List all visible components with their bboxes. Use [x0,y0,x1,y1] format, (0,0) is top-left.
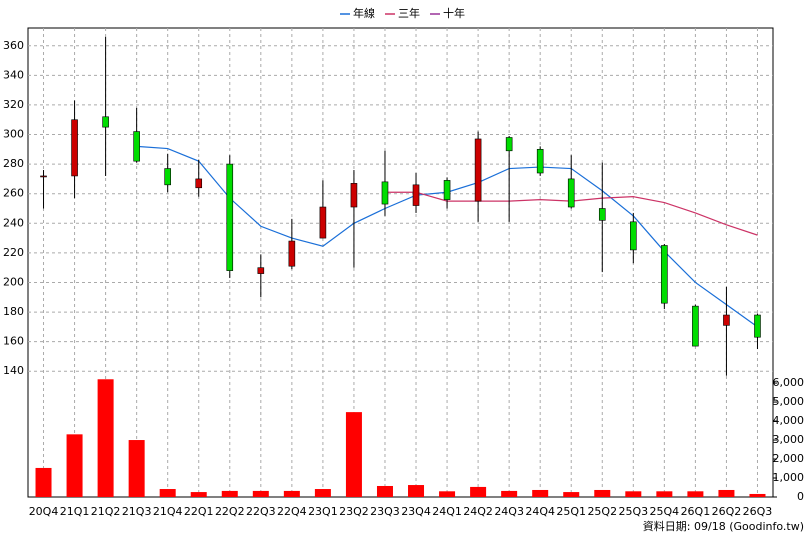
x-tick-label: 22Q4 [277,505,307,518]
x-tick-label: 25Q1 [556,505,586,518]
y-tick-label: 160 [3,335,24,348]
volume-bar [718,489,735,497]
candle-body [536,149,544,174]
y-tick-label: 340 [3,68,24,81]
volume-bar [625,491,642,497]
volume-bar [283,490,300,497]
candle-body [257,267,265,274]
x-tick-label: 23Q2 [339,505,369,518]
y2-tick-label: 4,000 [773,414,805,427]
y-tick-label: 180 [3,305,24,318]
candle-body [567,178,575,208]
x-tick-label: 26Q2 [712,505,742,518]
candle-body [133,131,140,162]
x-tick-label: 22Q2 [215,505,245,518]
candle-body [692,305,699,347]
candle-body [226,163,234,271]
x-tick-label: 22Q3 [246,505,276,518]
candle-body [412,184,420,206]
candle-body [288,240,296,267]
candle-body [350,183,358,208]
candle-body [102,116,109,128]
x-tick-label: 20Q4 [29,505,59,518]
volume-bar [221,490,238,497]
volume-bar [594,489,611,497]
volume-bar [35,467,52,497]
x-tick-label: 25Q4 [650,505,680,518]
volume-bar [66,434,83,497]
y2-tick-label: 3,000 [773,433,805,446]
volume-bar [159,489,176,497]
x-tick-label: 24Q3 [494,505,524,518]
volume-bar [190,492,207,497]
x-tick-label: 21Q4 [153,505,183,518]
candle-body [71,119,78,177]
y-tick-label: 140 [3,364,24,377]
x-tick-label: 26Q1 [681,505,711,518]
y-tick-label: 300 [3,128,24,141]
y-tick-label: 360 [3,39,24,52]
x-tick-label: 25Q2 [587,505,617,518]
candle-body [630,221,637,251]
volume-bar [749,493,766,497]
x-tick-label: 22Q1 [184,505,214,518]
volume-bar [252,490,269,497]
volume-bar [501,490,518,497]
y2-tick-label: 0 [797,490,804,503]
candle-body [723,314,730,326]
y2-tick-label: 1,000 [773,471,805,484]
candle-body [474,138,482,202]
x-tick-label: 24Q4 [525,505,555,518]
volume-bar [532,489,549,497]
candle-body [754,314,761,338]
y-tick-label: 240 [3,216,24,229]
candle-body [661,245,668,304]
volume-bar [470,486,487,497]
volume-bar [345,412,362,497]
volume-bar [439,491,456,497]
y2-tick-label: 5,000 [773,395,805,408]
x-tick-label: 23Q3 [370,505,400,518]
volume-bar [563,492,580,497]
y2-tick-label: 2,000 [773,452,805,465]
x-tick-label: 23Q4 [401,505,431,518]
legend-label: 年線 [353,6,375,20]
x-tick-label: 24Q2 [463,505,493,518]
candle-body [381,181,389,205]
volume-bar [656,491,673,497]
y-tick-label: 200 [3,275,24,288]
x-tick-label: 21Q1 [60,505,90,518]
candle-body [319,206,327,239]
volume-bar [376,485,393,497]
candle-body [505,137,513,152]
candle-body [164,168,171,186]
volume-bar [97,379,114,497]
candle-body [443,180,451,200]
volume-bar [314,489,331,497]
y-tick-label: 260 [3,187,24,200]
x-tick-label: 23Q1 [308,505,338,518]
x-tick-label: 21Q2 [91,505,121,518]
note: 資料日期: 09/18 (Goodinfo.tw) [643,519,804,533]
y2-tick-label: 6,000 [773,376,805,389]
y-tick-label: 280 [3,157,24,170]
volume-bar [408,485,425,497]
candle-body [195,178,203,189]
volume-bar [128,440,145,497]
y-tick-label: 320 [3,98,24,111]
legend-label: 十年 [443,6,465,20]
plot-area [27,27,774,498]
x-tick-label: 26Q3 [743,505,773,518]
volume-bar [687,491,704,497]
x-tick-label: 21Q3 [122,505,152,518]
x-tick-label: 24Q1 [432,505,462,518]
candle-body [40,175,47,178]
candle-body [598,208,606,221]
x-tick-label: 25Q3 [618,505,648,518]
y-tick-label: 220 [3,246,24,259]
legend-label: 三年 [398,6,420,20]
